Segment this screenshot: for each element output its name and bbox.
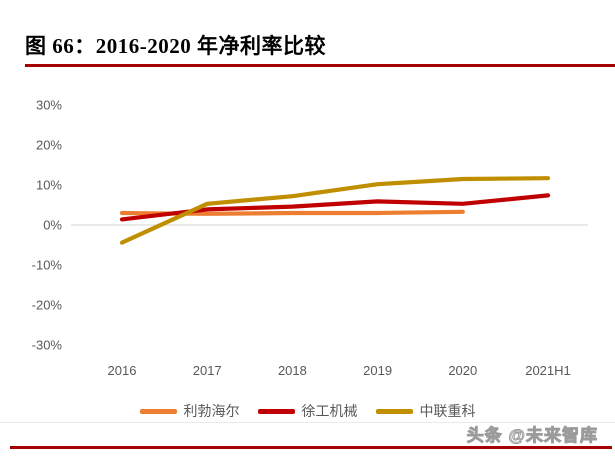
y-tick-label: 10% [36, 178, 62, 193]
x-tick-label: 2019 [363, 363, 392, 378]
x-tick-label: 2021H1 [525, 363, 571, 378]
figure-title: 图 66：2016-2020 年净利率比较 [25, 34, 326, 58]
y-tick-label: -10% [32, 258, 63, 273]
legend-swatch-liebherr [139, 408, 177, 414]
x-tick-label: 2020 [448, 363, 477, 378]
title-underline [25, 64, 615, 67]
legend-item-zoomlion: 中联重科 [375, 403, 476, 419]
legend-label-xcmg: 徐工机械 [301, 403, 358, 419]
chart-legend: 利勃海尔 徐工机械 中联重科 [0, 400, 615, 422]
legend-item-liebherr: 利勃海尔 [139, 403, 240, 419]
y-tick-label: -30% [32, 338, 63, 353]
y-tick-label: 0% [43, 218, 62, 233]
series-line-zoomlion [119, 176, 551, 245]
legend-label-zoomlion: 中联重科 [419, 403, 476, 419]
page-bottom-rule [10, 446, 612, 449]
y-tick-label: -20% [32, 298, 63, 313]
legend-swatch-zoomlion [375, 408, 413, 414]
legend-item-xcmg: 徐工机械 [257, 403, 358, 419]
y-tick-label: 30% [36, 98, 62, 113]
legend-swatch-xcmg [257, 408, 295, 414]
x-tick-label: 2016 [108, 363, 137, 378]
x-tick-label: 2017 [193, 363, 222, 378]
watermark-toutiao-weilaizhiku: 头条 @未来智库 [466, 426, 598, 446]
chart-bottom-divider [0, 422, 615, 423]
legend-label-liebherr: 利勃海尔 [183, 403, 240, 419]
x-tick-label: 2018 [278, 363, 307, 378]
y-tick-label: 20% [36, 138, 62, 153]
